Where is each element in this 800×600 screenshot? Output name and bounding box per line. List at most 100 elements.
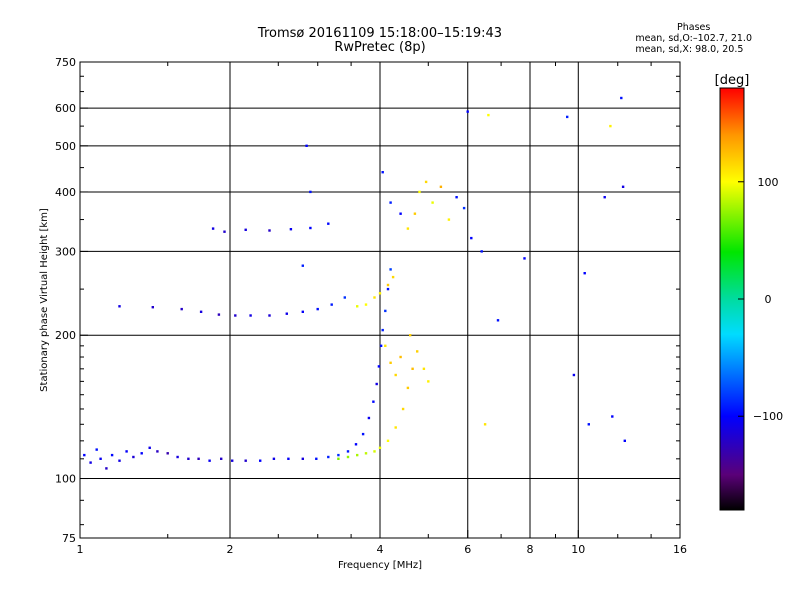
data-point [337, 457, 340, 460]
data-point [609, 124, 612, 128]
colorbar-tick-label: 0 [765, 293, 772, 306]
data-point [244, 459, 247, 462]
data-point [587, 423, 590, 426]
data-point [431, 201, 434, 204]
data-point [375, 382, 378, 386]
y-tick-label: 400 [55, 186, 76, 199]
data-point [208, 459, 211, 462]
data-point [316, 307, 319, 311]
data-point [327, 222, 330, 225]
x-tick-label: 1 [77, 543, 84, 556]
x-tick-label: 4 [377, 543, 384, 556]
data-point [447, 218, 451, 221]
data-point [480, 250, 483, 253]
data-point [386, 283, 390, 287]
data-point [249, 314, 252, 317]
data-point [394, 373, 397, 377]
colorbar-tick-label: −100 [753, 410, 783, 423]
data-point [418, 190, 421, 194]
data-point [148, 446, 151, 449]
data-point [346, 455, 350, 459]
data-point [483, 423, 487, 426]
data-point [287, 457, 290, 460]
data-point [285, 312, 288, 315]
data-point [409, 334, 412, 337]
data-point [367, 416, 371, 420]
data-point [244, 228, 247, 231]
data-point [309, 226, 312, 230]
data-point [406, 227, 410, 230]
data-point [315, 457, 318, 460]
data-point [583, 272, 586, 275]
data-point [99, 457, 102, 460]
y-tick-label: 600 [55, 102, 76, 115]
y-tick-label: 300 [55, 245, 76, 258]
data-point [151, 306, 154, 309]
x-tick-label: 6 [464, 543, 471, 556]
data-point [373, 450, 376, 453]
data-point [381, 171, 384, 174]
data-point [346, 450, 350, 453]
x-tick-label: 8 [527, 543, 534, 556]
data-point [572, 373, 576, 377]
phases-o-line: mean, sd,O:–102.7, 21.0 [635, 33, 752, 44]
data-point [118, 305, 121, 308]
data-point [427, 380, 430, 383]
phases-heading: Phases [677, 22, 711, 33]
data-point [384, 344, 387, 347]
data-point [223, 230, 226, 233]
data-point [89, 461, 92, 464]
data-point [309, 190, 312, 194]
phases-legend: Phases mean, sd,O:–102.7, 21.0 mean, sd,… [635, 22, 752, 55]
data-point [386, 287, 390, 291]
y-tick-label: 200 [55, 329, 76, 342]
data-point [621, 185, 625, 188]
data-point [399, 355, 402, 359]
data-point [413, 212, 417, 215]
data-point [259, 459, 262, 462]
data-point [176, 455, 179, 459]
data-point [364, 452, 368, 455]
data-point [470, 236, 473, 240]
data-point [356, 453, 359, 457]
x-tick-label: 10 [571, 543, 585, 556]
data-point [234, 314, 237, 317]
y-tick-label: 750 [55, 56, 76, 69]
data-point [305, 144, 308, 147]
y-tick-label: 100 [55, 473, 76, 486]
data-point [337, 453, 340, 457]
y-axis-label: Stationary phase Virtual Height [km] [39, 208, 50, 392]
data-point [401, 407, 405, 411]
data-point [394, 426, 397, 429]
data-point [327, 455, 330, 459]
data-point [180, 307, 183, 311]
colorbar: 100 0 −100 [deg] [715, 73, 783, 511]
data-point [416, 350, 419, 353]
data-point [399, 212, 402, 215]
data-point [268, 229, 271, 232]
data-point [406, 386, 410, 390]
data-point [379, 344, 383, 347]
data-point [391, 275, 395, 279]
data-point [373, 296, 376, 299]
data-point [378, 292, 382, 295]
data-point [356, 305, 359, 308]
data-point [199, 310, 203, 313]
data-point [389, 201, 392, 204]
data-point [110, 453, 114, 457]
data-point [301, 457, 304, 460]
data-point [496, 319, 500, 322]
data-point [289, 228, 293, 231]
data-point [361, 432, 365, 436]
phases-x-line: mean, sd,X: 98.0, 20.5 [635, 44, 744, 55]
x-tick-label: 16 [673, 543, 687, 556]
y-tick-label: 75 [62, 532, 76, 545]
data-point [268, 314, 271, 317]
data-point [422, 367, 426, 370]
data-point [364, 303, 368, 306]
data-point [166, 452, 169, 455]
data-point [386, 439, 390, 442]
y-tick-label: 500 [55, 140, 76, 153]
data-point [439, 185, 443, 188]
